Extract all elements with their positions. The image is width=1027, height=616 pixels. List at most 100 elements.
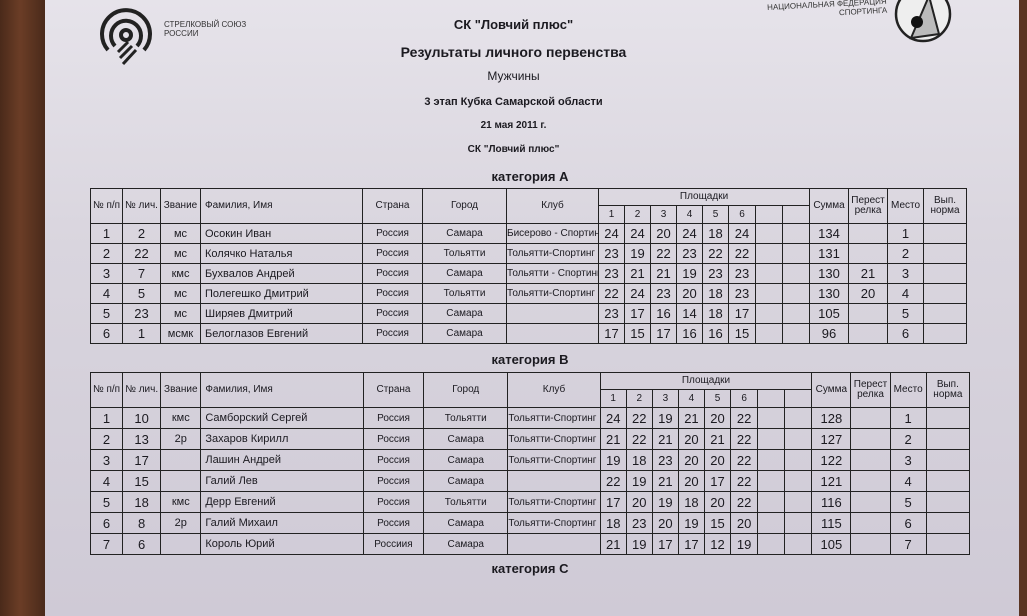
empty-plot-score [755, 243, 783, 264]
row-number: 6 [90, 323, 123, 344]
place: 2 [889, 428, 927, 450]
col-rank-header: Звание [160, 372, 202, 408]
col-place-header: Место [887, 188, 925, 224]
table-row: 3 17 Лашин Андрей Россия Самара Тольятти-Спор… [89, 449, 971, 471]
empty-plot-header [755, 205, 783, 224]
shootoff-score [848, 323, 889, 344]
plot-score: 12 [703, 533, 732, 555]
col-np-header: № п/п [90, 188, 123, 224]
plot-score: 22 [598, 283, 625, 304]
empty-plot-score [781, 263, 811, 284]
empty-plot-score [757, 470, 786, 492]
plot-score: 17 [677, 533, 705, 555]
plot-score: 23 [598, 303, 625, 324]
category-c-title: категория С [491, 561, 569, 576]
empty-plot-score [781, 303, 811, 324]
shooting-union-logo [100, 8, 152, 66]
plot-score: 23 [728, 283, 756, 304]
row-number: 5 [90, 303, 123, 324]
row-number: 4 [89, 470, 124, 492]
rank: мсмк [160, 323, 201, 344]
country: Россия [362, 303, 423, 324]
plot-number-header: 1 [599, 389, 627, 408]
plot-number-header: 1 [598, 205, 625, 224]
rank: мс [160, 223, 201, 244]
plot-score: 19 [625, 470, 653, 492]
city: Тольятти [423, 491, 509, 513]
norm-fulfilled [923, 243, 968, 264]
plot-score: 16 [650, 303, 677, 324]
shootoff-score: 21 [848, 263, 889, 284]
plot-score: 22 [702, 243, 729, 264]
plot-score: 19 [625, 533, 653, 555]
plot-score: 17 [624, 303, 651, 324]
empty-plot-score [784, 407, 813, 429]
athlete-name: Полегешко Дмитрий [200, 283, 363, 304]
norm-fulfilled [925, 407, 971, 429]
empty-plot-score [781, 223, 811, 244]
place: 4 [887, 283, 925, 304]
total-sum: 128 [811, 407, 852, 429]
total-sum: 115 [811, 512, 852, 534]
total-sum: 105 [809, 303, 850, 324]
plot-score: 23 [625, 512, 653, 534]
plot-score: 19 [677, 512, 705, 534]
bib-number: 5 [122, 283, 161, 304]
empty-plot-score [784, 533, 813, 555]
category-a-results-table: № п/п № лич. Звание Фамилия, Имя Страна Город… [90, 188, 968, 344]
place: 1 [887, 223, 925, 244]
club: Тольятти-Спортинг [506, 243, 599, 264]
plot-score: 17 [728, 303, 756, 324]
col-plots-header: Площадки [597, 188, 811, 206]
plot-score: 20 [676, 283, 703, 304]
row-number: 4 [90, 283, 123, 304]
table-row: 1 10 кмс Самборский Сергей Россия Тольятти Тол… [89, 407, 971, 429]
country: Россиия [362, 533, 425, 555]
club: Тольятти-Спортинг [507, 428, 601, 450]
category-b-title: категория В [491, 352, 569, 367]
norm-fulfilled [925, 533, 971, 555]
shootoff-score [850, 449, 891, 471]
bib-number: 6 [122, 533, 162, 555]
city: Тольятти [422, 243, 507, 264]
city: Самара [422, 223, 507, 244]
category-a-title: категория А [491, 169, 569, 184]
empty-plot-score [781, 323, 811, 344]
empty-plot-score [757, 449, 786, 471]
city: Самара [423, 470, 509, 492]
club: Тольятти - Спортинг [506, 263, 599, 284]
plot-score: 22 [730, 491, 759, 513]
rank: 2р [160, 428, 202, 450]
plot-number-header: 6 [730, 389, 759, 408]
country: Россия [362, 407, 425, 429]
empty-plot-score [757, 428, 786, 450]
athlete-name: Ширяев Дмитрий [200, 303, 363, 324]
empty-plot-score [781, 283, 811, 304]
col-club-header: Клуб [507, 372, 601, 408]
norm-fulfilled [923, 223, 968, 244]
total-sum: 131 [809, 243, 850, 264]
bib-number: 10 [122, 407, 162, 429]
plot-number-header: 6 [728, 205, 756, 224]
plot-score: 20 [625, 491, 653, 513]
norm-fulfilled [925, 428, 971, 450]
row-number: 3 [89, 449, 124, 471]
col-country-header: Страна [362, 372, 425, 408]
rank: мс [160, 243, 201, 264]
plot-score: 22 [650, 243, 677, 264]
plot-score: 20 [651, 512, 679, 534]
athlete-name: Самборский Сергей [200, 407, 364, 429]
norm-fulfilled [925, 449, 971, 471]
norm-fulfilled [925, 470, 971, 492]
country: Россия [362, 491, 425, 513]
place: 2 [887, 243, 925, 264]
plot-score: 18 [702, 283, 729, 304]
bib-number: 18 [122, 491, 162, 513]
col-shootoff-header: Перест релка [850, 372, 891, 408]
col-city-header: Город [422, 188, 507, 224]
shootoff-score [848, 303, 889, 324]
place: 7 [889, 533, 927, 555]
club [507, 470, 601, 492]
empty-plot-score [784, 512, 813, 534]
